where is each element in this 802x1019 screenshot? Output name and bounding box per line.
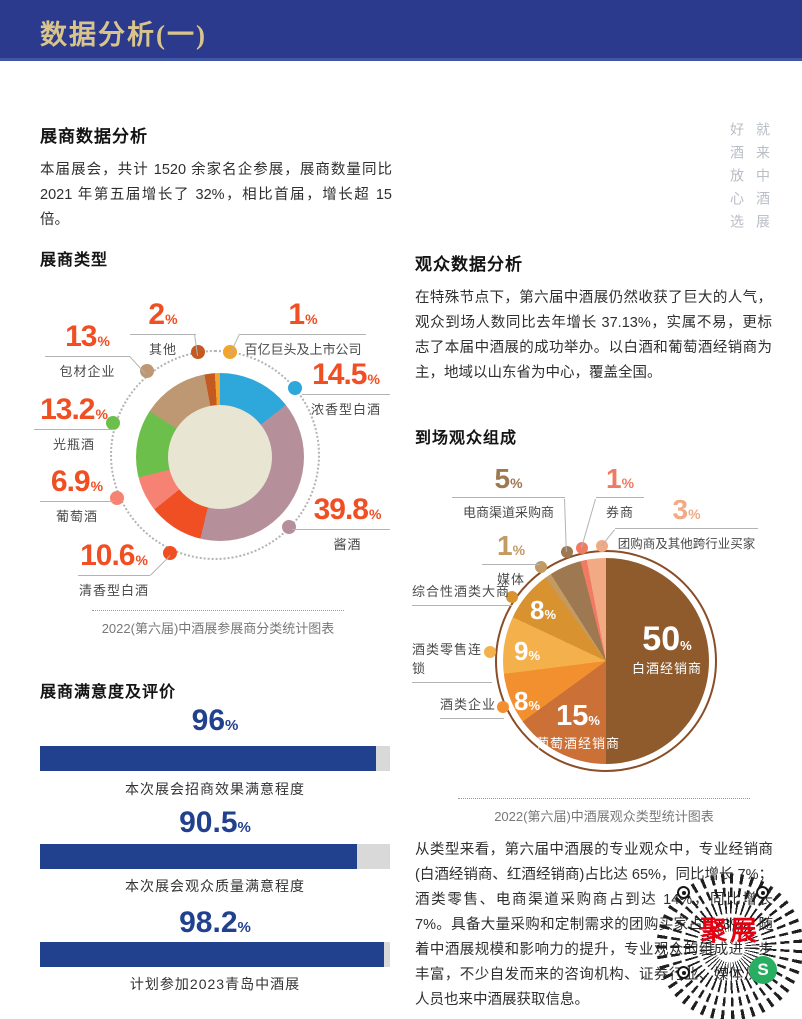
bar-value-1: 96% — [191, 704, 239, 737]
segment-label-listed-giants: 1% 百亿巨头及上市公司 — [240, 300, 366, 358]
donut-hole — [168, 405, 272, 509]
exhibitor-analysis-body: 本届展会，共计 1520 余家名企参展，展商数量同比 2021 年第五届增长了 … — [40, 162, 392, 228]
segment-label-wine: 6.9% 葡萄酒 — [40, 467, 114, 525]
bar-label-3: 计划参加2023青岛中酒展 — [129, 976, 301, 992]
leader-line — [292, 529, 306, 530]
segment-dot-ecommerce — [561, 546, 573, 558]
segment-label-comprehensive: 综合性酒类大商 — [412, 581, 512, 606]
segment-dot-light-aroma — [163, 546, 177, 560]
leader-line — [601, 529, 615, 547]
qr-bullseye — [677, 966, 690, 979]
segment-label-ecommerce: 5% 电商渠道采购商 — [452, 465, 565, 521]
bar-value-2: 90.5% — [179, 806, 251, 839]
exhibitor-chart-caption: 2022(第六届)中酒展参展商分类统计图表 — [92, 610, 344, 637]
bar-label-1: 本次展会招商效果满意程度 — [125, 781, 305, 797]
segment-dot-other — [191, 345, 205, 359]
segment-dot-packaging — [140, 364, 154, 378]
leader-line — [580, 498, 596, 549]
pie-value-baijiu: 50% 白酒经销商 — [631, 620, 702, 676]
page-title: 数据分析(一) — [40, 20, 207, 50]
segment-label-group-buyer: 3% 团购商及其他跨行业买家 — [615, 496, 758, 552]
bar-track-1 — [40, 746, 390, 771]
leader-line — [564, 499, 567, 553]
pie-value-wine-dealer: 15% 葡萄酒经销商 — [535, 700, 620, 751]
segment-label-plain-bottle: 13.2% 光瓶酒 — [34, 395, 114, 453]
leader-line — [150, 555, 171, 576]
segment-label-sauce: 39.8% 酱酒 — [305, 495, 390, 553]
audience-analysis-body: 在特殊节点下，第六届中酒展仍然收获了巨大的人气，观众到场人数同比去年增长 37.… — [415, 290, 772, 381]
segment-dot-plain-bottle — [106, 416, 120, 430]
bar-fill-2 — [40, 844, 357, 869]
qr-bullseye — [756, 886, 769, 899]
attendee-composition-title: 到场观众组成 — [415, 430, 518, 447]
wechat-icon: S — [749, 956, 777, 984]
segment-dot-sauce — [282, 520, 296, 534]
segment-label-retail-chain: 酒类零售连锁 — [412, 639, 492, 683]
segment-label-liquor-company: 酒类企业 — [440, 694, 504, 719]
qr-code: 聚展 S — [655, 872, 802, 1019]
bar-label-2: 本次展会观众质量满意程度 — [125, 878, 305, 894]
slogan-vertical-right: 就来中酒展 — [755, 122, 771, 237]
bar-fill-3 — [40, 942, 384, 967]
bar-track-3 — [40, 942, 390, 967]
satisfaction-title: 展商满意度及评价 — [40, 684, 177, 701]
pie-value-retail-chain: 9% — [513, 636, 541, 666]
segment-label-broker: 1% 券商 — [596, 465, 644, 521]
segment-label-media: 1% 媒体 — [482, 532, 540, 588]
bar-value-3: 98.2% — [179, 906, 251, 939]
bar-fill-1 — [40, 746, 376, 771]
exhibitor-analysis-title: 展商数据分析 — [40, 127, 148, 146]
segment-dot-retail-chain — [484, 646, 496, 658]
audience-analysis-title: 观众数据分析 — [415, 255, 523, 274]
header: 数据分析(一) — [0, 0, 802, 61]
pie-value-liquor-company: 8% — [513, 686, 541, 716]
slogan-vertical-left: 好酒放心选 — [729, 122, 745, 237]
segment-dot-broker — [576, 542, 588, 554]
segment-dot-strong-aroma — [288, 381, 302, 395]
pie-chart — [500, 555, 712, 767]
qr-bullseye — [677, 886, 690, 899]
bar-track-2 — [40, 844, 390, 869]
qr-brand-label: 聚展 — [700, 916, 760, 946]
donut-dotted-ring — [110, 350, 320, 560]
segment-dot-comprehensive — [506, 591, 518, 603]
segment-label-strong-aroma: 14.5% 浓香型白酒 — [302, 360, 390, 418]
segment-dot-liquor-company — [497, 701, 509, 713]
exhibitor-type-title: 展商类型 — [40, 252, 109, 269]
segment-label-light-aroma: 10.6% 清香型白酒 — [78, 539, 150, 598]
segment-label-packaging: 13% 包材企业 — [45, 322, 130, 380]
audience-chart-caption: 2022(第六届)中酒展观众类型统计图表 — [458, 798, 750, 825]
segment-label-other: 2% 其他 — [130, 300, 196, 358]
pie-value-comprehensive: 8% — [529, 595, 557, 625]
